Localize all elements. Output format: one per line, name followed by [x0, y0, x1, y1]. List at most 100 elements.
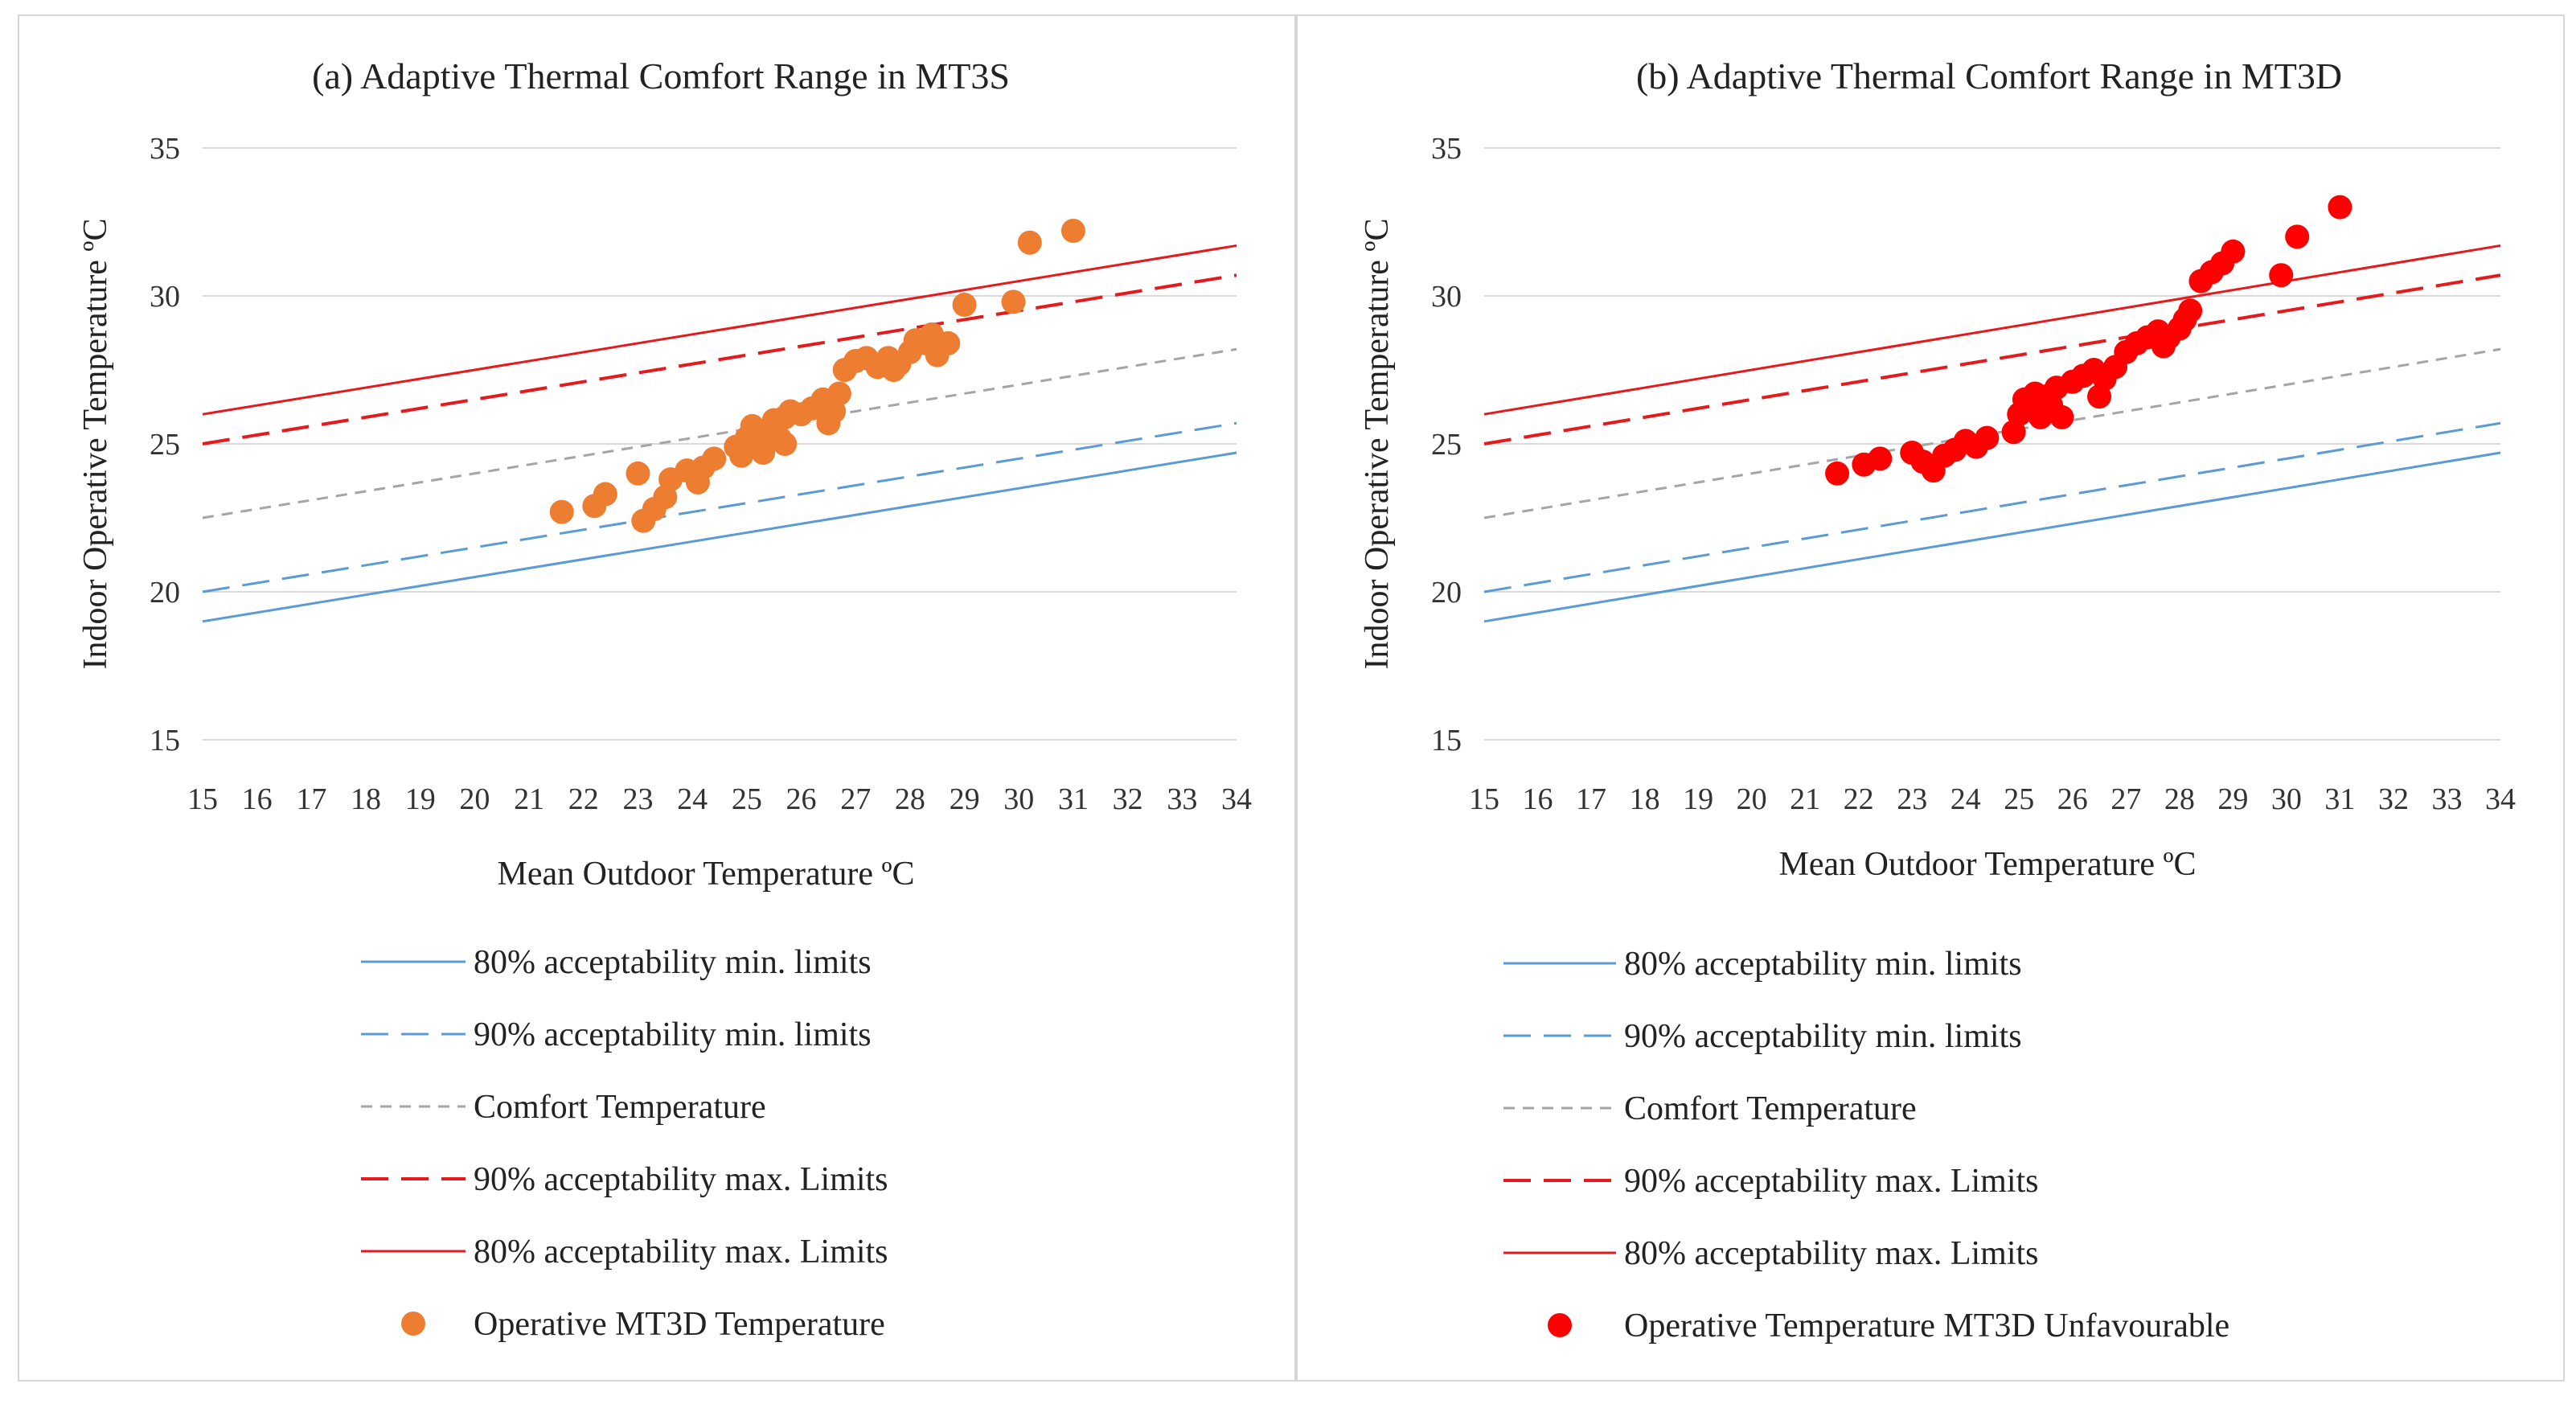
series-line	[202, 347, 1237, 519]
data-point	[1825, 461, 1850, 486]
x-tick-label: 27	[2110, 782, 2141, 816]
legend-label: 80% acceptability max. Limits	[1624, 1235, 2039, 1272]
data-point	[751, 441, 776, 466]
y-tick-label: 15	[1431, 724, 1462, 757]
y-tick-label: 30	[150, 280, 180, 314]
legend-swatch	[1548, 1313, 1572, 1337]
x-tick-label: 25	[2004, 782, 2034, 816]
data-point	[1060, 219, 1085, 244]
x-tick-label: 19	[405, 782, 436, 816]
series-line	[202, 273, 1237, 445]
x-tick-label: 18	[351, 782, 381, 816]
chart-b: (b) Adaptive Thermal Comfort Range in MT…	[1359, 55, 2516, 1344]
legend-label: 90% acceptability min. limits	[474, 1016, 872, 1053]
x-tick-label: 23	[1897, 782, 1927, 816]
x-tick-label: 30	[1003, 782, 1034, 816]
x-tick-label: 19	[1683, 782, 1713, 816]
data-point	[2049, 404, 2074, 429]
legend-label: 80% acceptability max. Limits	[474, 1234, 888, 1271]
legend-label: 80% acceptability min. limits	[1624, 946, 2022, 983]
x-tick-label: 15	[1469, 782, 1499, 816]
data-point	[773, 432, 798, 456]
data-point	[1975, 425, 2000, 450]
y-tick-label: 30	[1431, 280, 1462, 314]
data-point	[549, 499, 574, 524]
x-tick-label: 27	[840, 782, 871, 816]
legend-label: Operative MT3D Temperature	[474, 1306, 885, 1343]
x-tick-label: 22	[1844, 782, 1874, 816]
chart-title: (b) Adaptive Thermal Comfort Range in MT…	[1636, 55, 2342, 96]
chart-a: (a) Adaptive Thermal Comfort Range in MT…	[77, 55, 1252, 1343]
x-tick-label: 31	[2324, 782, 2355, 816]
series-line	[1483, 244, 2501, 416]
x-tick-label: 26	[786, 782, 817, 816]
series-line	[1483, 421, 2501, 593]
x-tick-label: 21	[1790, 782, 1820, 816]
series-line	[1483, 451, 2501, 623]
data-point	[1017, 230, 1042, 255]
x-tick-label: 20	[459, 782, 490, 816]
x-tick-label: 18	[1630, 782, 1660, 816]
x-tick-label: 32	[1113, 782, 1143, 816]
legend-label: Operative Temperature MT3D Unfavourable	[1624, 1308, 2229, 1344]
data-point	[1001, 289, 1026, 314]
y-tick-label: 35	[1431, 132, 1462, 166]
legend-label: 90% acceptability min. limits	[1624, 1018, 2022, 1055]
x-tick-label: 24	[1950, 782, 1981, 816]
series-line	[202, 421, 1237, 593]
x-tick-label: 21	[514, 782, 544, 816]
y-axis-title: Indoor Operative Temperature ºC	[77, 219, 114, 670]
x-tick-label: 16	[1523, 782, 1553, 816]
y-tick-label: 25	[1431, 428, 1462, 462]
x-tick-label: 25	[732, 782, 762, 816]
x-tick-label: 31	[1058, 782, 1089, 816]
chart-panel-b: (b) Adaptive Thermal Comfort Range in MT…	[1296, 14, 2565, 1381]
y-tick-label: 35	[150, 132, 180, 166]
x-tick-label: 20	[1737, 782, 1767, 816]
data-point	[593, 482, 617, 507]
x-tick-label: 34	[1221, 782, 1252, 816]
x-tick-label: 30	[2271, 782, 2302, 816]
x-tick-label: 17	[1576, 782, 1606, 816]
y-axis-title: Indoor Operative Temperature ºC	[1359, 219, 1396, 670]
x-tick-label: 28	[2164, 782, 2195, 816]
series-line	[202, 451, 1237, 623]
x-tick-label: 24	[677, 782, 708, 816]
x-axis-title: Mean Outdoor Temperature ºC	[498, 856, 915, 893]
x-tick-label: 28	[895, 782, 925, 816]
x-tick-label: 29	[950, 782, 980, 816]
data-point	[1868, 446, 1893, 471]
data-point	[827, 381, 851, 406]
chart-panel-a: (a) Adaptive Thermal Comfort Range in MT…	[18, 14, 1296, 1381]
x-tick-label: 16	[242, 782, 273, 816]
x-tick-label: 29	[2217, 782, 2248, 816]
x-tick-label: 26	[2057, 782, 2088, 816]
legend-label: 90% acceptability max. Limits	[474, 1161, 888, 1198]
x-tick-label: 15	[187, 782, 218, 816]
legend-label: Comfort Temperature	[474, 1089, 766, 1126]
data-point	[702, 446, 727, 471]
x-tick-label: 33	[2431, 782, 2462, 816]
legend-swatch	[401, 1312, 425, 1336]
x-tick-label: 32	[2378, 782, 2409, 816]
data-point	[626, 461, 650, 486]
series-line	[1483, 273, 2501, 445]
data-point	[936, 330, 961, 355]
y-tick-label: 20	[1431, 576, 1462, 610]
legend-label: Comfort Temperature	[1624, 1090, 1917, 1127]
x-tick-label: 33	[1167, 782, 1197, 816]
legend-label: 90% acceptability max. Limits	[1624, 1163, 2039, 1200]
data-point	[2178, 298, 2203, 323]
y-tick-label: 25	[150, 428, 180, 462]
x-axis-title: Mean Outdoor Temperature ºC	[1779, 846, 2197, 883]
legend-label: 80% acceptability min. limits	[474, 944, 872, 981]
series-line	[202, 244, 1237, 416]
data-point	[2221, 239, 2246, 264]
series-line	[1483, 347, 2501, 519]
x-tick-label: 23	[622, 782, 653, 816]
x-tick-label: 22	[568, 782, 599, 816]
chart-title: (a) Adaptive Thermal Comfort Range in MT…	[312, 55, 1010, 96]
data-point	[2285, 224, 2310, 249]
x-tick-label: 17	[296, 782, 326, 816]
y-tick-label: 20	[150, 576, 180, 610]
